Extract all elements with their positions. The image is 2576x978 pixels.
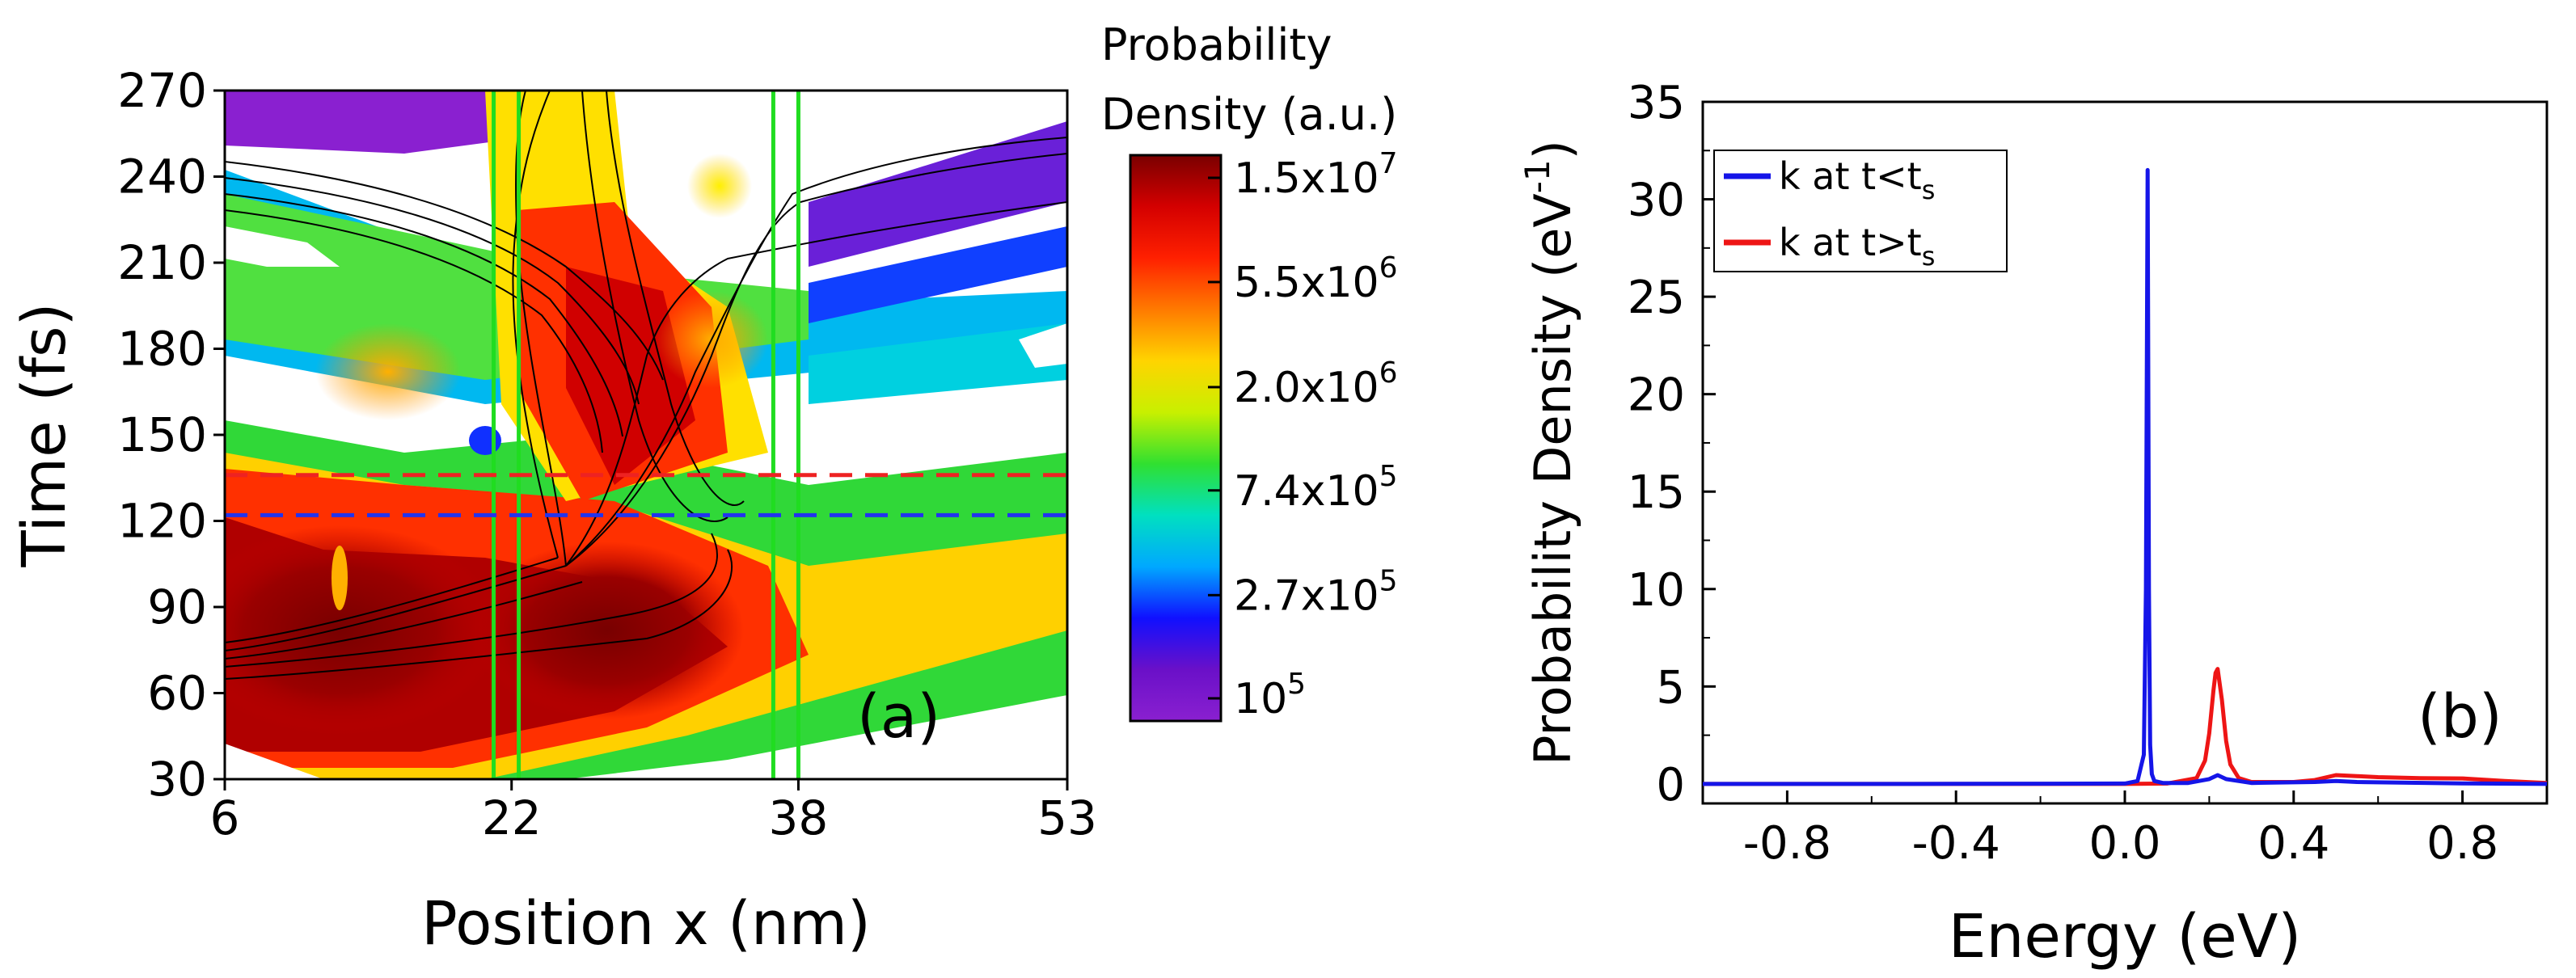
trajectory-line bbox=[225, 209, 603, 453]
trajectory-line bbox=[225, 193, 623, 437]
heatmap-blob bbox=[315, 323, 461, 420]
y-tick-label: 10 bbox=[1628, 564, 1685, 617]
heatmap-band-cyan bbox=[809, 323, 1067, 404]
heatmap-hole bbox=[1019, 323, 1067, 368]
legend-entry-series-2: k at t>ts bbox=[1779, 221, 1935, 272]
heatmap-blob bbox=[687, 154, 752, 218]
trajectory-line bbox=[606, 91, 745, 506]
y-tick-label: 20 bbox=[1628, 369, 1685, 422]
panel-a-y-ticks: 30 60 90 120 150 180 210 240 270 bbox=[117, 63, 225, 807]
y-tick-label: 150 bbox=[117, 407, 207, 462]
colorbar-title-line2: Density (a.u.) bbox=[1101, 89, 1397, 140]
panel-a-y-axis-label: Time (fs) bbox=[10, 303, 79, 568]
heatmap-band-blue bbox=[809, 226, 1067, 323]
trajectory-line bbox=[565, 153, 1067, 567]
trajectory-line bbox=[225, 549, 733, 680]
heatmap-band-violet bbox=[225, 91, 526, 154]
y-tick-label: 35 bbox=[1628, 77, 1685, 129]
heatmap-corner bbox=[225, 744, 323, 779]
colorbar-tick-label: 2.7x105 bbox=[1234, 564, 1398, 620]
x-tick-label: -0.4 bbox=[1912, 817, 2000, 870]
legend-box bbox=[1713, 150, 2008, 272]
y-tick-label: 15 bbox=[1628, 466, 1685, 519]
series-line-2 bbox=[1703, 667, 2548, 786]
x-tick-label: 6 bbox=[210, 790, 240, 845]
y-tick-label: 60 bbox=[147, 666, 207, 721]
series-line-1 bbox=[1703, 167, 2548, 786]
heatmap-hotspot bbox=[332, 546, 348, 610]
heatmap-blob bbox=[469, 426, 501, 455]
panel-b-series bbox=[1703, 167, 2548, 786]
colorbar-tick-label: 7.4x105 bbox=[1234, 460, 1398, 516]
trajectory-line bbox=[565, 201, 1067, 567]
heatmap-blob bbox=[225, 525, 501, 736]
trajectory-lines bbox=[225, 91, 1067, 680]
panel-b-y-ticks: 0 5 10 15 20 25 30 35 bbox=[1628, 77, 1716, 811]
colorbar-tick-label: 105 bbox=[1234, 668, 1306, 723]
x-tick-label: 0.4 bbox=[2257, 817, 2329, 870]
heatmap-blob bbox=[469, 542, 744, 719]
x-tick-label: 53 bbox=[1037, 790, 1097, 845]
heatmap-field bbox=[225, 91, 1067, 779]
trajectory-line bbox=[225, 557, 559, 643]
y-tick-label: 240 bbox=[117, 150, 207, 204]
x-tick-label: 38 bbox=[769, 790, 829, 845]
trajectory-line bbox=[225, 533, 718, 668]
barrier-lines bbox=[492, 91, 800, 779]
colorbar-tick-label: 2.0x106 bbox=[1234, 356, 1398, 412]
heatmap-corner bbox=[889, 695, 1067, 779]
y-tick-label: 210 bbox=[117, 235, 207, 290]
x-tick-label: 0.8 bbox=[2426, 817, 2498, 870]
heatmap-hole bbox=[760, 380, 800, 408]
trajectory-line bbox=[225, 161, 664, 381]
legend-entry-series-1: k at t<ts bbox=[1779, 154, 1935, 205]
trajectory-line bbox=[225, 177, 640, 405]
panel-b-y-axis-label: Probability Density (eV-1) bbox=[1518, 140, 1582, 765]
y-tick-label: 25 bbox=[1628, 272, 1685, 324]
panel-b-x-ticks: -0.8 -0.4 0.0 0.4 0.8 bbox=[1702, 790, 2548, 870]
x-tick-label: 0.0 bbox=[2088, 817, 2160, 870]
heatmap-hole bbox=[695, 105, 776, 145]
colorbar-tick-label: 1.5x107 bbox=[1234, 147, 1398, 203]
panel-a-x-ticks: 6 22 38 53 bbox=[210, 779, 1097, 845]
y-tick-label: 0 bbox=[1656, 759, 1685, 811]
y-tick-label: 30 bbox=[147, 752, 207, 807]
trajectory-line bbox=[225, 581, 583, 660]
legend: k at t<ts k at t>ts bbox=[1713, 150, 2008, 272]
x-tick-label: 22 bbox=[482, 790, 542, 845]
y-tick-label: 120 bbox=[117, 494, 207, 549]
colorbar-tick-label: 5.5x106 bbox=[1234, 251, 1398, 307]
panel-a: 6 22 38 53 30 60 90 120 150 180 210 240 270 (a) Pos… bbox=[10, 19, 1398, 959]
x-tick-label: -0.8 bbox=[1743, 817, 1831, 870]
y-tick-label: 5 bbox=[1656, 661, 1685, 714]
panel-a-x-axis-label: Position x (nm) bbox=[421, 889, 871, 959]
colorbar-ticks: 1.5x107 5.5x106 2.0x106 7.4x105 2.7x105 105 bbox=[1208, 147, 1398, 723]
panel-a-label: (a) bbox=[857, 682, 940, 752]
y-tick-label: 30 bbox=[1628, 175, 1685, 227]
y-tick-label: 180 bbox=[117, 322, 207, 377]
panel-b-x-axis-label: Energy (eV) bbox=[1949, 902, 2301, 972]
colorbar-title-line1: Probability bbox=[1101, 19, 1332, 70]
y-tick-label: 270 bbox=[117, 63, 207, 118]
heatmap-hole bbox=[225, 226, 340, 267]
heatmap-band-violet bbox=[809, 121, 1067, 267]
panel-b: -0.8 -0.4 0.0 0.4 0.8 0 5 10 15 20 25 30 35 k at t<… bbox=[1518, 77, 2549, 972]
y-tick-label: 90 bbox=[147, 580, 207, 634]
trajectory-line bbox=[512, 91, 559, 559]
colorbar bbox=[1129, 154, 1223, 723]
panel-b-label: (b) bbox=[2418, 682, 2502, 752]
